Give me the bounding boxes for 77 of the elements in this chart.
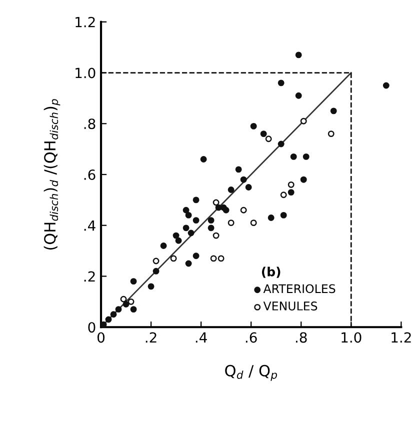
point [192, 217, 200, 224]
point [200, 156, 207, 162]
point [240, 176, 247, 183]
point [188, 230, 194, 236]
point [182, 224, 190, 232]
point [295, 52, 302, 58]
point [302, 153, 310, 160]
point [280, 192, 287, 198]
point [222, 206, 230, 214]
point [245, 184, 252, 190]
point [212, 199, 220, 206]
annotation: (b) [262, 266, 280, 278]
x-tick-label: 1.0 [342, 332, 362, 343]
legend-label: ARTERIOLES [263, 284, 336, 294]
x-axis-title: Q$_{d}$ / Q$_{p}$ [225, 364, 277, 381]
point [115, 306, 122, 313]
point [295, 92, 302, 99]
point [328, 130, 334, 138]
point [122, 301, 130, 308]
x-tick-label: 0 [98, 332, 105, 343]
point [278, 80, 284, 86]
point [260, 130, 267, 138]
point [228, 220, 234, 226]
y-tick-label: .6 [84, 169, 96, 180]
point [170, 255, 177, 262]
point [192, 252, 200, 260]
point [130, 306, 137, 313]
point [240, 206, 247, 214]
legend-label: VENULES [263, 302, 318, 310]
x-tick-label: .4 [196, 332, 207, 343]
point [152, 258, 160, 264]
point [330, 108, 337, 114]
point [300, 176, 307, 183]
point [208, 224, 214, 232]
point [235, 166, 242, 173]
x-tick-label: .6 [246, 332, 257, 343]
point [120, 296, 127, 302]
point [110, 311, 117, 318]
point [160, 242, 167, 249]
point [382, 82, 390, 89]
point [265, 136, 272, 142]
point [250, 122, 257, 130]
y-tick-label: 1.2 [76, 16, 95, 28]
point [280, 212, 287, 218]
point [250, 220, 257, 226]
point [128, 298, 134, 305]
point [278, 140, 284, 148]
point [288, 181, 294, 188]
point [105, 316, 112, 323]
point [182, 206, 190, 214]
point [185, 212, 192, 218]
point [101, 321, 107, 328]
point [185, 260, 192, 267]
point [210, 255, 217, 262]
point [208, 217, 214, 224]
point [212, 232, 220, 239]
point [268, 214, 274, 221]
y-axis-title: (QH$_{disch}$)$_{d}$ /(QH$_{disch}$)$_{p}$ [44, 99, 60, 250]
point [172, 232, 180, 239]
point [300, 118, 307, 124]
point [218, 255, 224, 262]
x-tick-label: 1.2 [392, 332, 411, 343]
y-tick-label: .4 [84, 220, 96, 231]
y-tick-label: 0 [88, 322, 96, 333]
point [288, 189, 294, 196]
point [175, 237, 182, 244]
point [152, 268, 160, 274]
point [290, 153, 297, 160]
x-tick-label: .8 [296, 332, 307, 343]
x-tick-label: .2 [146, 332, 156, 343]
y-tick-label: 1.0 [76, 68, 96, 78]
point [130, 278, 137, 285]
point [148, 283, 154, 290]
point [228, 186, 234, 193]
y-tick-label: .8 [84, 118, 96, 130]
y-tick-label: .2 [84, 271, 95, 282]
point [192, 196, 200, 204]
